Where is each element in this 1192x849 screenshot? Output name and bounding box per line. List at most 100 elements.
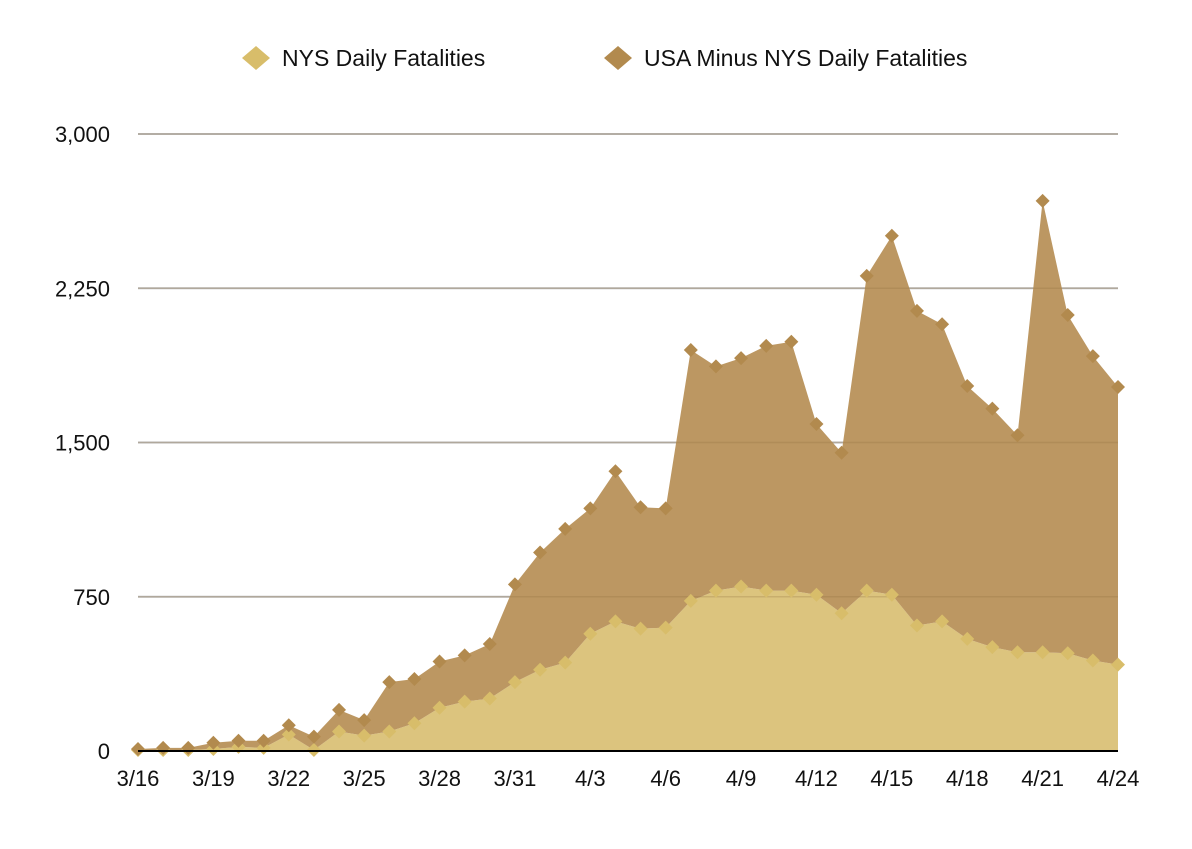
data-point-series-0 [583, 626, 598, 641]
x-tick-label: 4/15 [870, 766, 913, 791]
data-point-series-1 [181, 740, 196, 755]
x-tick-label: 3/28 [418, 766, 461, 791]
x-tick-label: 3/31 [494, 766, 537, 791]
data-point-series-1 [457, 648, 472, 663]
y-tick-label: 3,000 [55, 122, 110, 147]
data-point-series-0 [1010, 645, 1025, 660]
data-markers [131, 193, 1125, 757]
data-point-series-0 [683, 593, 698, 608]
data-point-series-1 [1085, 349, 1100, 364]
x-tick-label: 4/12 [795, 766, 838, 791]
data-point-series-1 [156, 740, 171, 755]
data-point-series-1 [1060, 307, 1075, 322]
data-point-series-0 [784, 583, 799, 598]
legend: NYS Daily Fatalities USA Minus NYS Daily… [242, 45, 967, 71]
legend-item-nys: NYS Daily Fatalities [242, 45, 485, 71]
data-point-series-0 [1085, 653, 1100, 668]
data-point-series-0 [834, 606, 849, 621]
data-point-series-1 [658, 501, 673, 516]
data-point-series-1 [834, 445, 849, 460]
data-point-series-0 [985, 640, 1000, 655]
data-point-series-1 [533, 545, 548, 560]
data-point-series-0 [1035, 645, 1050, 660]
data-point-series-1 [281, 718, 296, 733]
data-point-series-1 [482, 637, 497, 652]
gridline-overlay [138, 133, 1118, 598]
data-point-series-0 [382, 724, 397, 739]
data-point-series-0 [909, 618, 924, 633]
x-tick-label: 3/25 [343, 766, 386, 791]
data-point-series-1 [131, 741, 145, 756]
data-point-series-1 [306, 729, 321, 744]
data-point-series-0 [859, 583, 874, 598]
axes: 0 750 1,500 2,250 3,000 3/16 3/19 3/22 3/25 3/28 3… [55, 122, 1139, 791]
data-point-series-1 [357, 713, 372, 728]
x-tick-label: 4/18 [946, 766, 989, 791]
data-point-series-0 [306, 742, 321, 757]
y-tick-label: 0 [98, 739, 110, 764]
legend-label-usa-minus-nys: USA Minus NYS Daily Fatalities [644, 45, 967, 71]
data-point-series-0 [708, 583, 723, 598]
data-point-series-1 [407, 672, 422, 687]
data-point-series-1 [708, 359, 723, 374]
data-point-series-1 [332, 702, 347, 717]
legend-label-nys: NYS Daily Fatalities [282, 45, 485, 71]
data-point-series-1 [432, 654, 447, 669]
legend-marker-usa-minus-nys-icon [604, 46, 632, 70]
data-point-series-0 [482, 691, 497, 706]
data-point-series-0 [759, 583, 774, 598]
x-tick-label: 4/24 [1097, 766, 1140, 791]
data-point-series-0 [633, 621, 648, 636]
data-point-series-0 [809, 587, 824, 602]
data-point-series-1 [985, 401, 1000, 416]
data-point-series-0 [357, 728, 372, 743]
y-tick-label: 750 [73, 585, 110, 610]
data-point-series-0 [935, 614, 950, 629]
x-tick-label: 3/22 [267, 766, 310, 791]
data-point-series-1 [1010, 428, 1025, 443]
y-tick-label: 2,250 [55, 276, 110, 301]
data-point-series-0 [734, 579, 749, 594]
data-point-series-0 [608, 614, 623, 629]
data-point-series-0 [507, 675, 522, 690]
data-point-series-0 [1111, 657, 1125, 672]
data-point-series-0 [281, 727, 296, 742]
data-point-series-0 [1060, 646, 1075, 661]
legend-marker-nys-icon [242, 46, 270, 70]
data-point-series-1 [1111, 379, 1125, 394]
data-point-series-1 [608, 464, 623, 479]
data-point-series-1 [382, 675, 397, 690]
data-point-series-1 [884, 228, 899, 243]
data-point-series-1 [734, 351, 749, 366]
data-point-series-1 [206, 735, 221, 750]
x-tick-label: 4/9 [726, 766, 757, 791]
x-tick-label: 4/6 [650, 766, 681, 791]
data-point-series-0 [457, 694, 472, 709]
data-point-series-0 [432, 700, 447, 715]
data-point-series-1 [909, 303, 924, 318]
data-point-series-1 [759, 338, 774, 353]
data-point-series-1 [960, 378, 975, 393]
data-point-series-0 [960, 631, 975, 646]
data-point-series-1 [231, 733, 246, 748]
data-point-series-0 [884, 587, 899, 602]
data-point-series-1 [809, 416, 824, 431]
data-point-series-1 [935, 317, 950, 332]
data-point-series-0 [332, 724, 347, 739]
x-tick-label: 3/19 [192, 766, 235, 791]
data-point-series-1 [1035, 193, 1050, 208]
legend-item-usa-minus-nys: USA Minus NYS Daily Fatalities [604, 45, 967, 71]
data-point-series-1 [683, 342, 698, 357]
data-point-series-1 [784, 334, 799, 349]
data-point-series-1 [633, 500, 648, 515]
data-point-series-1 [256, 733, 271, 748]
area-series-1 [138, 200, 1118, 750]
data-point-series-0 [533, 662, 548, 677]
data-point-series-0 [407, 716, 422, 731]
data-point-series-1 [558, 521, 573, 536]
x-tick-label: 3/16 [117, 766, 160, 791]
area-series-0 [138, 586, 1118, 751]
area-series [138, 200, 1118, 751]
